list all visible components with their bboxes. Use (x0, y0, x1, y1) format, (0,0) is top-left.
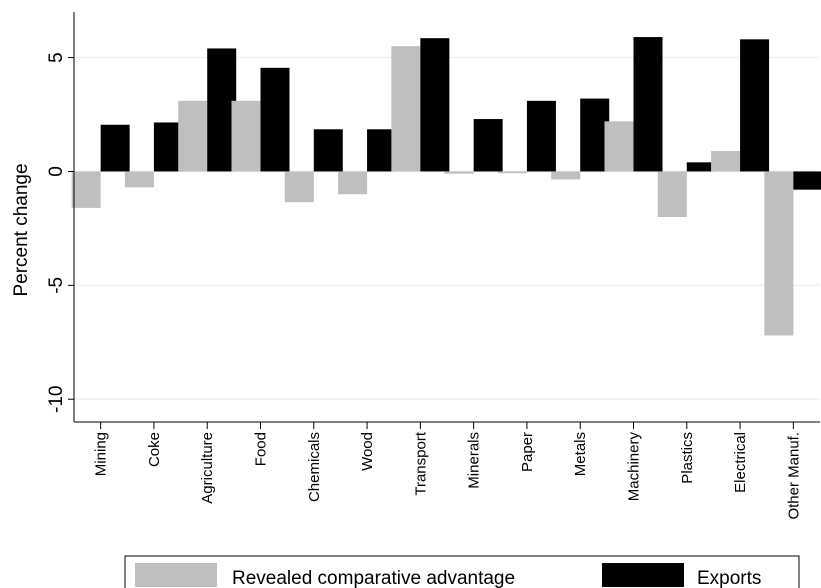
x-tick-label-11: Plastics (679, 432, 696, 484)
x-tick-label-9: Metals (572, 432, 589, 476)
legend-swatch-exports (602, 563, 684, 587)
legend-label-rca: Revealed comparative advantage (232, 568, 515, 588)
bar-exports-11 (686, 162, 716, 172)
y-tick-label-0: -10 (46, 385, 67, 412)
x-tick-label-13: Other Manuf. (785, 432, 802, 520)
bar-rca-9 (551, 171, 581, 180)
bar-rca-8 (497, 171, 527, 174)
bar-rca-13 (764, 171, 794, 336)
bar-rca-7 (444, 171, 474, 174)
bar-exports-13 (793, 171, 821, 190)
x-tick-label-4: Chemicals (306, 432, 323, 502)
x-tick-label-12: Electrical (732, 432, 749, 493)
y-tick-label-3: 5 (46, 52, 67, 63)
bar-exports-12 (740, 39, 770, 172)
bar-exports-1 (153, 122, 183, 172)
x-tick-label-8: Paper (519, 432, 536, 472)
y-ticks: -10 -5 0 5 (46, 52, 74, 413)
legend-label-exports: Exports (697, 568, 761, 588)
bar-exports-5 (367, 129, 397, 172)
bar-rca-5 (338, 171, 368, 195)
y-tick-label-1: -5 (46, 277, 67, 294)
x-tick-label-0: Mining (93, 432, 110, 476)
bar-rca-0 (71, 171, 101, 208)
x-ticks: Mining Coke Agriculture Food Chemicals Wood Tr… (93, 422, 802, 520)
bar-rca-12 (711, 150, 741, 172)
x-tick-label-7: Minerals (466, 432, 483, 489)
bar-exports-9 (580, 98, 610, 172)
bar-exports-8 (526, 100, 556, 172)
bar-exports-4 (313, 129, 343, 172)
legend: Revealed comparative advantage Exports (124, 555, 800, 588)
legend-swatch-rca (135, 563, 217, 587)
x-tick-label-2: Agriculture (199, 432, 216, 504)
bar-exports-0 (100, 124, 130, 172)
bars (71, 37, 821, 336)
bar-exports-3 (260, 67, 290, 172)
x-tick-label-10: Machinery (626, 432, 643, 502)
bar-rca-6 (391, 46, 421, 172)
legend-box (124, 555, 800, 588)
y-tick-label-2: 0 (46, 166, 67, 177)
bar-exports-2 (207, 48, 237, 172)
bar-rca-3 (231, 100, 261, 172)
y-axis-label: Percent change (11, 163, 32, 296)
bar-rca-1 (124, 171, 154, 188)
bar-exports-10 (633, 37, 663, 172)
bar-rca-11 (657, 171, 687, 217)
x-tick-label-1: Coke (146, 432, 163, 467)
bar-rca-4 (284, 171, 314, 203)
bar-rca-2 (178, 100, 208, 172)
x-tick-label-3: Food (253, 432, 270, 466)
bar-rca-10 (604, 121, 634, 172)
bar-exports-6 (420, 38, 450, 172)
x-tick-label-6: Transport (412, 431, 429, 495)
x-tick-label-5: Wood (359, 432, 376, 471)
bar-exports-7 (473, 119, 503, 172)
